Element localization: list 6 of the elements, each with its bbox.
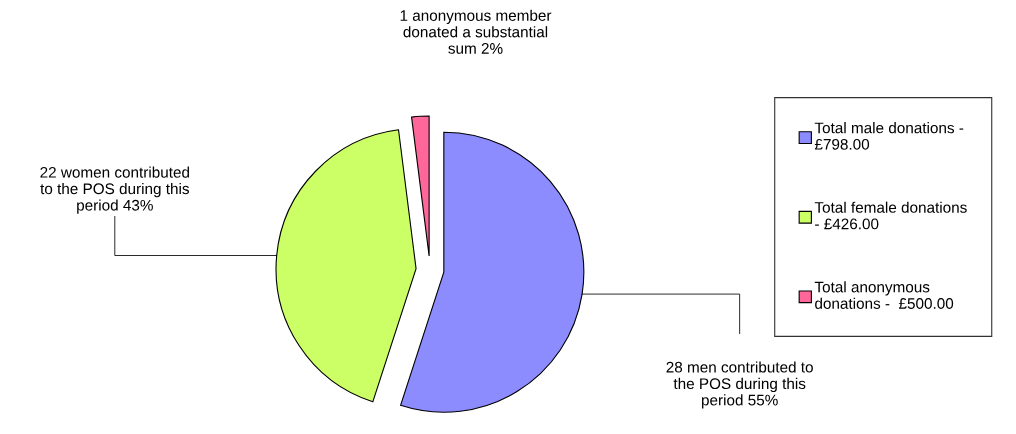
text: 22 women contributed to the POS during this period 43%: [40, 166, 189, 214]
text: 28 men contributed to the POS during this period 55%: [666, 361, 813, 409]
legend-label: Total female donations - £426.00: [814, 201, 967, 230]
text: 1 anonymous member donated a substantial sum 2%: [400, 9, 552, 54]
legend-label: Total anonymous donations - £500.00: [814, 281, 954, 309]
legend-label: Total male donations - £798.00: [814, 122, 964, 150]
